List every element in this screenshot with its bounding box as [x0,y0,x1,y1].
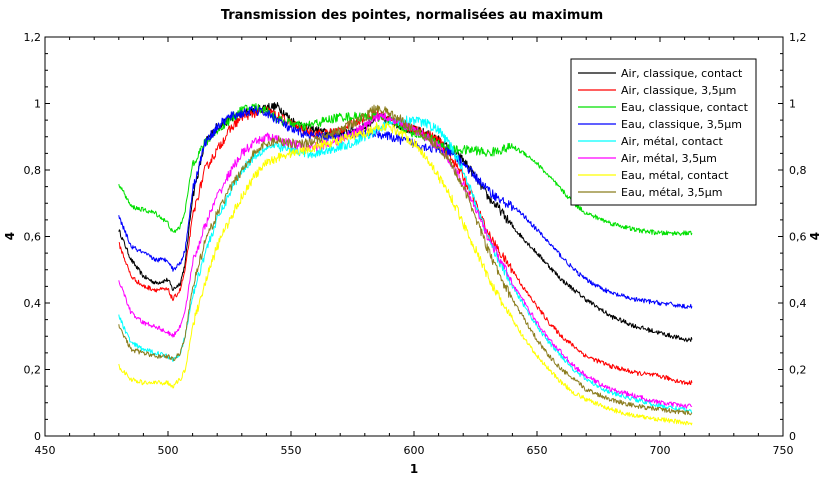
legend-label: Air, métal, contact [621,135,724,148]
y-tick-label: 0,2 [24,364,42,377]
x-axis-label: 1 [410,462,418,476]
y-tick-label: 1 [34,98,41,111]
series-line-4 [118,105,693,309]
legend-label: Air, classique, contact [621,67,743,80]
legend-label: Eau, classique, 3,5µm [621,118,742,131]
legend-box [570,58,757,206]
x-tick-label: 650 [527,444,548,457]
series-line-6 [118,112,693,409]
legend-label: Eau, métal, contact [621,169,729,182]
x-axis: 450 500 550 600 650 700 750 [35,37,794,457]
x-tick-label: 700 [650,444,671,457]
legend-label: Eau, classique, contact [621,101,749,114]
y-tick-label-right: 1 [789,98,796,111]
y-axis-label-left: 4 [3,232,17,240]
series-line-7 [118,122,693,426]
x-tick-label: 750 [773,444,794,457]
y-axis-right: 0 0,2 0,4 0,6 0,8 1 1,2 [778,31,807,443]
x-tick-label: 450 [35,444,56,457]
y-axis-left: 0 0,2 0,4 0,6 0,8 1 1,2 [24,31,50,443]
y-tick-label: 0,8 [24,164,42,177]
x-tick-label: 500 [158,444,179,457]
y-tick-label-right: 0,4 [789,297,807,310]
y-tick-label: 0,6 [24,231,42,244]
series-line-8 [118,104,693,416]
x-tick-label: 550 [281,444,302,457]
legend: Air, classique, contact Air, classique, 3… [570,58,757,206]
series-layer [118,102,693,426]
y-tick-label: 0 [34,430,41,443]
y-tick-label: 1,2 [24,31,42,44]
y-tick-label-right: 0,6 [789,231,807,244]
legend-label: Air, métal, 3,5µm [621,152,717,165]
y-axis-label-right: 4 [808,232,822,240]
legend-label: Eau, métal, 3,5µm [621,186,722,199]
y-tick-label-right: 0,2 [789,364,807,377]
x-tick-label: 600 [404,444,425,457]
chart-title: Transmission des pointes, normalisées au… [221,8,603,23]
legend-label: Air, classique, 3,5µm [621,84,736,97]
y-tick-label-right: 0,8 [789,164,807,177]
y-tick-label-right: 0 [789,430,796,443]
y-tick-label: 0,4 [24,297,42,310]
y-tick-label-right: 1,2 [789,31,807,44]
